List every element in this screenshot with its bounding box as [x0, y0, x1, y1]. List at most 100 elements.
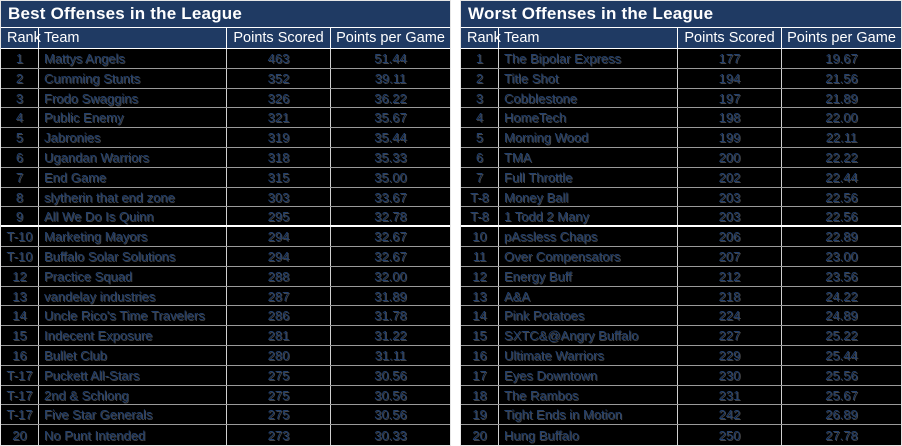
points-cell: 286	[227, 306, 331, 326]
ppg-cell: 36.22	[374, 90, 407, 106]
table-row: 6 Ugandan Warriors 318 35.33	[1, 148, 450, 168]
points-cell: 218	[678, 286, 782, 306]
table-row: 4 Public Enemy 321 35.67	[1, 108, 450, 129]
rank-cell: 12	[1, 266, 39, 286]
points-cell: 199	[678, 128, 782, 148]
table-row: 12 Practice Squad 288 32.00	[1, 266, 450, 287]
team-cell: Public Enemy	[39, 108, 227, 128]
team-cell: The Bipolar Express	[499, 49, 678, 68]
table-row: 1 Mattys Angels 463 51.44	[1, 49, 450, 69]
table-row: 12 Energy Buff 212 23.56	[461, 266, 901, 287]
rank-cell: 4	[1, 108, 39, 128]
team-cell: Ugandan Warriors	[39, 148, 227, 167]
ppg-cell: 31.89	[374, 288, 407, 304]
points-cell: 294	[227, 247, 331, 266]
table-row: 9 All We Do Is Quinn 295 32.78	[1, 207, 450, 228]
rank-cell: T-10	[1, 227, 39, 247]
table-row: 4 HomeTech 198 22.00	[461, 108, 901, 129]
rank-cell: 17	[461, 365, 499, 385]
rank-cell: 1	[461, 49, 499, 68]
ppg-cell: 35.44	[374, 130, 407, 146]
ppg-cell: 33.67	[374, 189, 407, 205]
points-cell: 281	[227, 326, 331, 346]
table-gap-divider	[451, 0, 460, 446]
rank-cell: 4	[461, 108, 499, 128]
table-row: 7 Full Throttle 202 22.44	[461, 167, 901, 188]
column-header-team: Team	[39, 27, 227, 49]
rank-cell: 14	[1, 306, 39, 326]
points-cell: 212	[678, 266, 782, 286]
table-row: 16 Ultimate Warriors 229 25.44	[461, 346, 901, 366]
rank-cell: 14	[461, 306, 499, 326]
ppg-cell: 32.78	[374, 208, 407, 224]
rank-cell: 20	[1, 425, 39, 445]
team-cell: slytherin that end zone	[39, 187, 227, 207]
table-row: T-17 2nd & Schlong 275 30.56	[1, 385, 450, 406]
team-cell: Buffalo Solar Solutions	[39, 247, 227, 266]
rank-cell: 18	[461, 385, 499, 405]
rank-cell: 5	[1, 128, 39, 148]
table-header-row: Rank Team Points Scored Points per Game	[461, 27, 901, 50]
ppg-cell: 24.89	[825, 308, 858, 324]
team-cell: All We Do Is Quinn	[39, 207, 227, 226]
rank-cell: 2	[461, 68, 499, 88]
table-row: 5 Morning Wood 199 22.11	[461, 128, 901, 149]
team-cell: SXTC&@Angry Buffalo	[499, 326, 678, 346]
ppg-cell: 23.56	[825, 268, 858, 284]
points-cell: 198	[678, 108, 782, 128]
points-cell: 250	[678, 425, 782, 445]
ppg-cell: 30.33	[374, 427, 407, 443]
rank-cell: T-17	[1, 405, 39, 425]
table-row: 6 TMA 200 22.22	[461, 148, 901, 168]
rank-cell: 13	[1, 286, 39, 306]
team-cell: Jabronies	[39, 128, 227, 148]
ppg-cell: 32.67	[374, 229, 407, 245]
table-row: 3 Frodo Swaggins 326 36.22	[1, 88, 450, 109]
team-cell: Bullet Club	[39, 346, 227, 365]
points-cell: 206	[678, 227, 782, 247]
team-cell: Energy Buff	[499, 266, 678, 286]
team-cell: Mattys Angels	[39, 49, 227, 68]
points-cell: 303	[227, 187, 331, 207]
ppg-cell: 25.67	[825, 387, 858, 403]
points-cell: 231	[678, 385, 782, 405]
table-row: T-17 Five Star Generals 275 30.56	[1, 405, 450, 426]
points-cell: 275	[227, 365, 331, 385]
rank-cell: 19	[461, 405, 499, 425]
ppg-cell: 26.89	[825, 407, 858, 423]
points-cell: 229	[678, 346, 782, 365]
rank-cell: 6	[461, 148, 499, 167]
rank-cell: T-10	[1, 247, 39, 266]
table-row: 8 slytherin that end zone 303 33.67	[1, 187, 450, 208]
table-row: 13 A&A 218 24.22	[461, 286, 901, 307]
rank-cell: 20	[461, 425, 499, 445]
points-cell: 319	[227, 128, 331, 148]
column-header-team: Team	[499, 27, 678, 49]
ppg-cell: 22.89	[825, 229, 858, 245]
points-cell: 288	[227, 266, 331, 286]
ppg-cell: 35.33	[374, 149, 407, 165]
rank-cell: 10	[461, 227, 499, 247]
table-body: 1 The Bipolar Express 177 19.67 2 Title Shot 1…	[461, 49, 901, 445]
ppg-cell: 23.00	[825, 248, 858, 264]
ppg-cell: 31.78	[374, 308, 407, 324]
points-cell: 224	[678, 306, 782, 326]
rank-cell: 3	[1, 88, 39, 108]
rank-cell: 12	[461, 266, 499, 286]
points-cell: 275	[227, 405, 331, 425]
team-cell: HomeTech	[499, 108, 678, 128]
ppg-cell: 32.67	[374, 248, 407, 264]
ppg-cell: 25.44	[825, 347, 858, 363]
table-row: T-10 Buffalo Solar Solutions 294 32.67	[1, 247, 450, 267]
table-row: 16 Bullet Club 280 31.11	[1, 346, 450, 366]
rank-cell: 5	[461, 128, 499, 148]
rank-cell: 8	[1, 187, 39, 207]
points-cell: 352	[227, 68, 331, 88]
table-header-row: Rank Team Points Scored Points per Game	[1, 27, 450, 50]
ppg-cell: 35.67	[374, 110, 407, 126]
ppg-cell: 22.56	[825, 208, 858, 224]
ppg-cell: 31.22	[374, 328, 407, 344]
points-cell: 194	[678, 68, 782, 88]
table-row: 19 Tight Ends in Motion 242 26.89	[461, 405, 901, 426]
